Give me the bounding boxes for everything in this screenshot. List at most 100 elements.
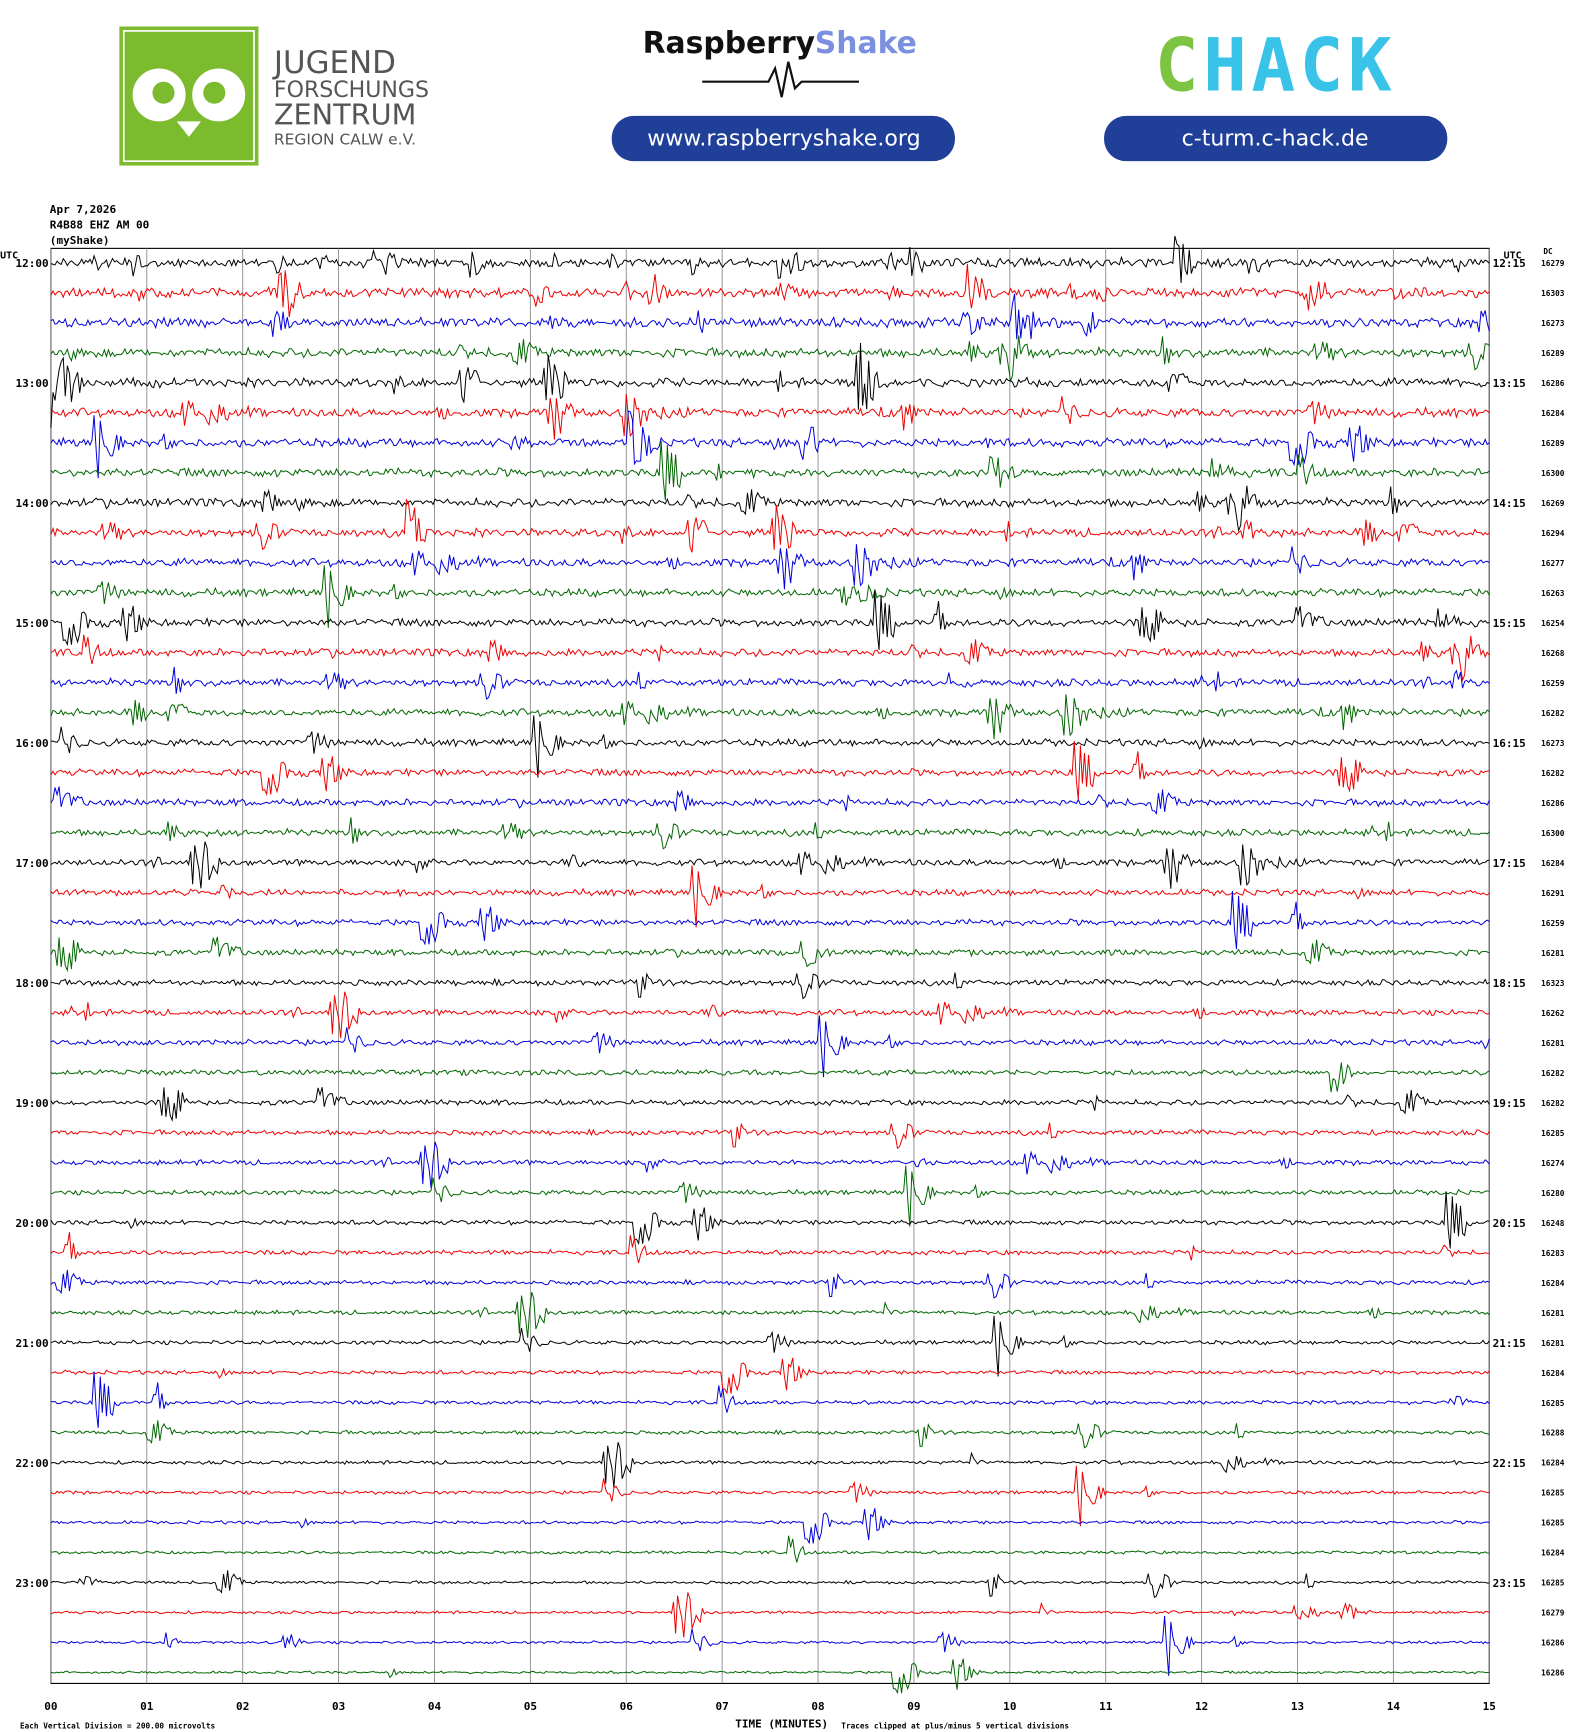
seismic-trace <box>50 1508 1490 1545</box>
left-time-label: 23:00 <box>16 1577 49 1590</box>
dc-value: 16283 <box>1541 1249 1565 1258</box>
x-tick-label: 01 <box>140 1700 154 1713</box>
seismic-trace <box>50 891 1490 950</box>
dc-value: 16284 <box>1541 1459 1565 1468</box>
dc-value: 16289 <box>1541 439 1565 448</box>
right-time-label: 21:15 <box>1493 1337 1526 1350</box>
right-time-label: 18:15 <box>1493 977 1526 990</box>
seismic-trace <box>50 972 1490 1000</box>
seismic-trace <box>50 817 1490 850</box>
x-tick-label: 07 <box>716 1700 729 1713</box>
seismic-trace <box>50 485 1490 533</box>
rs-wave <box>702 61 859 98</box>
dc-value: 16303 <box>1541 289 1565 298</box>
seismic-trace <box>50 1592 1490 1638</box>
chack-url[interactable]: c-turm.c-hack.de <box>1182 127 1369 152</box>
owl-pupil <box>152 81 175 104</box>
left-time-label: 12:00 <box>16 257 49 270</box>
left-time-label: 19:00 <box>16 1097 49 1110</box>
dc-value: 16284 <box>1541 1369 1565 1378</box>
seismic-trace <box>50 1087 1490 1123</box>
seismic-trace <box>50 544 1490 590</box>
owl-pupil <box>203 81 226 104</box>
seismic-trace <box>50 1570 1490 1599</box>
seismic-trace <box>50 590 1490 650</box>
rs-url[interactable]: www.raspberryshake.org <box>647 127 920 152</box>
owl-beak <box>176 121 202 137</box>
right-time-label: 12:15 <box>1493 257 1526 270</box>
x-tick-label: 14 <box>1387 1700 1401 1713</box>
seismic-trace <box>50 342 1490 428</box>
dc-value: 16259 <box>1541 919 1565 928</box>
jfz-text: FORSCHUNGS <box>274 78 429 103</box>
seismic-trace <box>50 936 1490 973</box>
chack-pill[interactable] <box>1104 115 1448 162</box>
x-tick-label: 15 <box>1483 1700 1496 1713</box>
dc-value: 16286 <box>1541 1639 1565 1648</box>
seismic-trace <box>50 498 1490 553</box>
rs-pill[interactable] <box>611 115 955 162</box>
dc-value: 16294 <box>1541 529 1565 538</box>
chack-logo: CHACK c-turm.c-hack.de <box>1104 24 1448 162</box>
seismic-trace <box>50 1232 1490 1264</box>
dc-value: 16323 <box>1541 979 1565 988</box>
left-unit: UTC <box>0 250 18 261</box>
jfz-text: REGION CALW e.V. <box>274 131 416 149</box>
left-time-label: 16:00 <box>16 737 49 750</box>
dc-value: 16273 <box>1541 739 1565 748</box>
dc-value: 16284 <box>1541 409 1565 418</box>
dc-value: 16274 <box>1541 1159 1565 1168</box>
dc-value: 16286 <box>1541 379 1565 388</box>
clip-note: Traces clipped at plus/minus 5 vertical … <box>841 1722 1069 1731</box>
dc-value: 16300 <box>1541 829 1565 838</box>
dc-value: 16289 <box>1541 349 1565 358</box>
jfz-text: JUGEND <box>272 45 396 81</box>
dc-value: 16259 <box>1541 679 1565 688</box>
dc-value: 16273 <box>1541 319 1565 328</box>
seismic-trace <box>50 1465 1490 1527</box>
seismic-trace <box>50 263 1490 318</box>
seismic-trace <box>50 1371 1490 1429</box>
dc-value: 16282 <box>1541 1069 1564 1078</box>
seismic-trace <box>50 666 1490 701</box>
dc-label: DC <box>1543 247 1553 256</box>
left-time-label: 17:00 <box>16 857 49 870</box>
right-time-label: 13:15 <box>1493 377 1526 390</box>
right-time-label: 15:15 <box>1493 617 1526 630</box>
seismic-trace <box>50 394 1490 440</box>
dc-value: 16279 <box>1541 1609 1565 1618</box>
dc-value: 16277 <box>1541 559 1565 568</box>
dc-value: 16285 <box>1541 1129 1565 1138</box>
seismic-trace <box>50 694 1490 740</box>
x-tick-label: 02 <box>236 1700 249 1713</box>
dc-value: 16279 <box>1541 259 1565 268</box>
seismic-trace <box>50 1535 1490 1563</box>
seismic-trace <box>50 235 1490 283</box>
seismic-trace <box>50 293 1490 340</box>
seismic-trace <box>50 1015 1490 1078</box>
left-time-label: 13:00 <box>16 377 49 390</box>
seismic-trace <box>50 786 1490 815</box>
dc-value: 16281 <box>1541 949 1565 958</box>
x-tick-label: 06 <box>620 1700 634 1713</box>
right-time-label: 19:15 <box>1493 1097 1526 1110</box>
seismic-trace <box>50 1062 1490 1093</box>
left-time-label: 22:00 <box>16 1457 49 1470</box>
seismic-trace <box>50 740 1490 800</box>
jfz-logo: JUGEND FORSCHUNGS ZENTRUM REGION CALW e.… <box>119 26 429 166</box>
dc-value: 16268 <box>1541 649 1565 658</box>
dc-value: 16269 <box>1541 499 1565 508</box>
dc-value: 16285 <box>1541 1579 1565 1588</box>
seismic-trace <box>50 1442 1490 1488</box>
dc-value: 16284 <box>1541 859 1565 868</box>
x-tick-label: 08 <box>811 1700 824 1713</box>
dc-value: 16280 <box>1541 1189 1565 1198</box>
rs-shake: Shake <box>815 26 917 61</box>
dc-value: 16291 <box>1541 889 1565 898</box>
seismic-trace <box>50 1658 1490 1695</box>
dc-value: 16288 <box>1541 1429 1565 1438</box>
logo-frame <box>122 30 255 162</box>
dc-value: 16286 <box>1541 1669 1565 1678</box>
